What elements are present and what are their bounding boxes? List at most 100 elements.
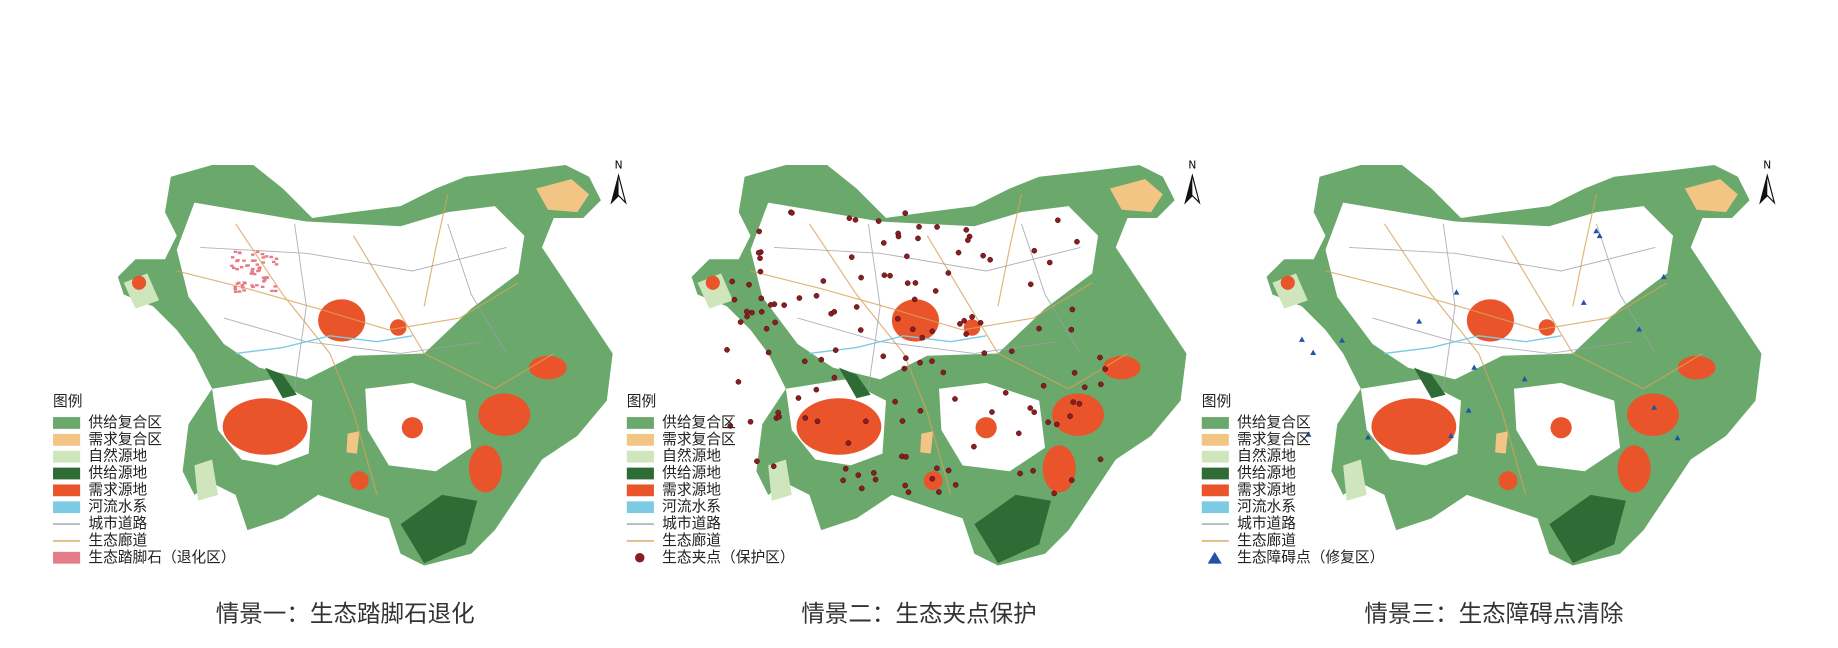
barrier-point <box>1448 432 1454 439</box>
pinch-point <box>980 252 986 259</box>
legend-swatch <box>53 450 81 463</box>
pinch-point <box>744 313 750 320</box>
stepping-stone <box>232 266 236 270</box>
pinch-point <box>1015 430 1022 437</box>
pinch-point <box>901 365 908 372</box>
pinch-point <box>1076 400 1083 407</box>
legend-swatch <box>1201 417 1229 429</box>
stepping-stone <box>233 287 238 291</box>
pinch-point <box>934 224 940 230</box>
pinch-point <box>756 228 763 235</box>
panel-caption: 情景一：生态踏脚石退化 <box>216 600 475 628</box>
pinch-point <box>957 321 963 327</box>
legend-label: 自然源地 <box>662 448 721 465</box>
stepping-stone <box>273 285 277 288</box>
stepping-stone <box>261 261 265 264</box>
stepping-stone <box>260 285 265 288</box>
pinch-point <box>755 249 762 256</box>
stepping-stone <box>233 290 238 293</box>
pinch-point <box>929 328 936 335</box>
pinch-point <box>902 210 909 216</box>
pinch-point <box>989 409 995 415</box>
pinch-point <box>971 443 977 450</box>
barrier-point <box>1593 227 1600 234</box>
legend-title: 图例 <box>627 393 656 410</box>
pinch-point <box>963 331 969 337</box>
legend-label: 供给源地 <box>1237 465 1296 482</box>
legend-label: 供给复合区 <box>88 413 162 431</box>
stepping-stone <box>250 253 255 256</box>
stepping-stone <box>257 269 261 272</box>
pinch-point <box>887 272 893 279</box>
pinch-point <box>863 418 869 425</box>
stepping-stone <box>251 285 255 289</box>
legend-label: 生态夹点（保护区） <box>662 549 794 566</box>
pinch-point <box>917 407 924 414</box>
pinch-point <box>858 274 864 281</box>
pinch-point <box>757 268 764 275</box>
stepping-stone <box>250 270 254 273</box>
legend-label: 生态廊道 <box>662 532 721 549</box>
stepping-stone <box>272 260 276 264</box>
legend-label: 自然源地 <box>88 448 147 465</box>
pinch-point <box>1051 490 1058 497</box>
pinch-point <box>1017 470 1023 477</box>
stepping-stone <box>270 289 274 293</box>
pinch-point <box>929 358 935 364</box>
barrier-point <box>1365 434 1371 440</box>
stepping-stone <box>236 259 240 262</box>
stepping-stone <box>263 278 267 281</box>
pinch-point <box>1027 405 1034 411</box>
pinch-point <box>858 485 865 492</box>
pinch-point <box>770 463 777 470</box>
legend-swatch <box>626 484 654 497</box>
pinch-point <box>903 355 909 361</box>
legend-label: 自然源地 <box>1237 448 1296 465</box>
stepping-stone <box>240 284 245 287</box>
pinch-point <box>1053 421 1060 428</box>
barrier-point <box>1651 404 1658 410</box>
legend-label: 需求复合区 <box>1237 430 1311 448</box>
pinch-point <box>880 240 887 246</box>
north-label: N <box>1763 159 1771 171</box>
pinch-point <box>846 215 853 222</box>
pinch-point <box>1031 409 1038 416</box>
pinch-point <box>945 270 952 276</box>
north-label: N <box>1188 159 1196 171</box>
pinch-point <box>754 458 760 465</box>
map-panel: N 图例供给复合区需求复合区自然源地供给源地需求源地河流水系城市道路生态廊道生态障… <box>1201 159 1776 628</box>
barrier-point <box>1674 434 1681 441</box>
legend-label: 生态踏脚石（退化区） <box>88 549 235 566</box>
barrier-point <box>1660 273 1667 280</box>
legend-swatch <box>626 450 654 463</box>
stepping-stone <box>249 272 254 275</box>
legend-label: 供给源地 <box>88 465 147 482</box>
pinch-point <box>987 256 993 263</box>
barrier-point <box>1636 326 1643 332</box>
pinch-point <box>802 415 809 421</box>
pinch-point <box>965 237 971 244</box>
pinch-point <box>818 356 825 363</box>
barrier-point <box>1310 349 1317 355</box>
legend-label: 供给复合区 <box>1237 413 1311 431</box>
pinch-point <box>1069 306 1076 313</box>
legend-symbol <box>1207 551 1222 564</box>
barrier-point <box>1580 299 1587 305</box>
legend-label: 城市道路 <box>662 515 721 532</box>
pinch-point <box>1074 238 1080 245</box>
pinch-point <box>1067 413 1073 420</box>
legend-swatch <box>53 433 81 446</box>
pinch-point <box>1046 259 1053 266</box>
pinch-point <box>1040 382 1047 389</box>
legend-swatch <box>1201 433 1229 446</box>
pinch-point <box>772 319 778 326</box>
legend-label: 供给源地 <box>662 465 721 482</box>
pinch-point <box>961 317 968 324</box>
stepping-stone <box>251 259 256 262</box>
legend-swatch <box>626 433 654 446</box>
pinch-point <box>775 409 782 416</box>
north-label: N <box>615 159 623 171</box>
legend-swatch <box>626 467 654 480</box>
pinch-point <box>814 418 821 425</box>
pinch-point <box>853 304 860 310</box>
